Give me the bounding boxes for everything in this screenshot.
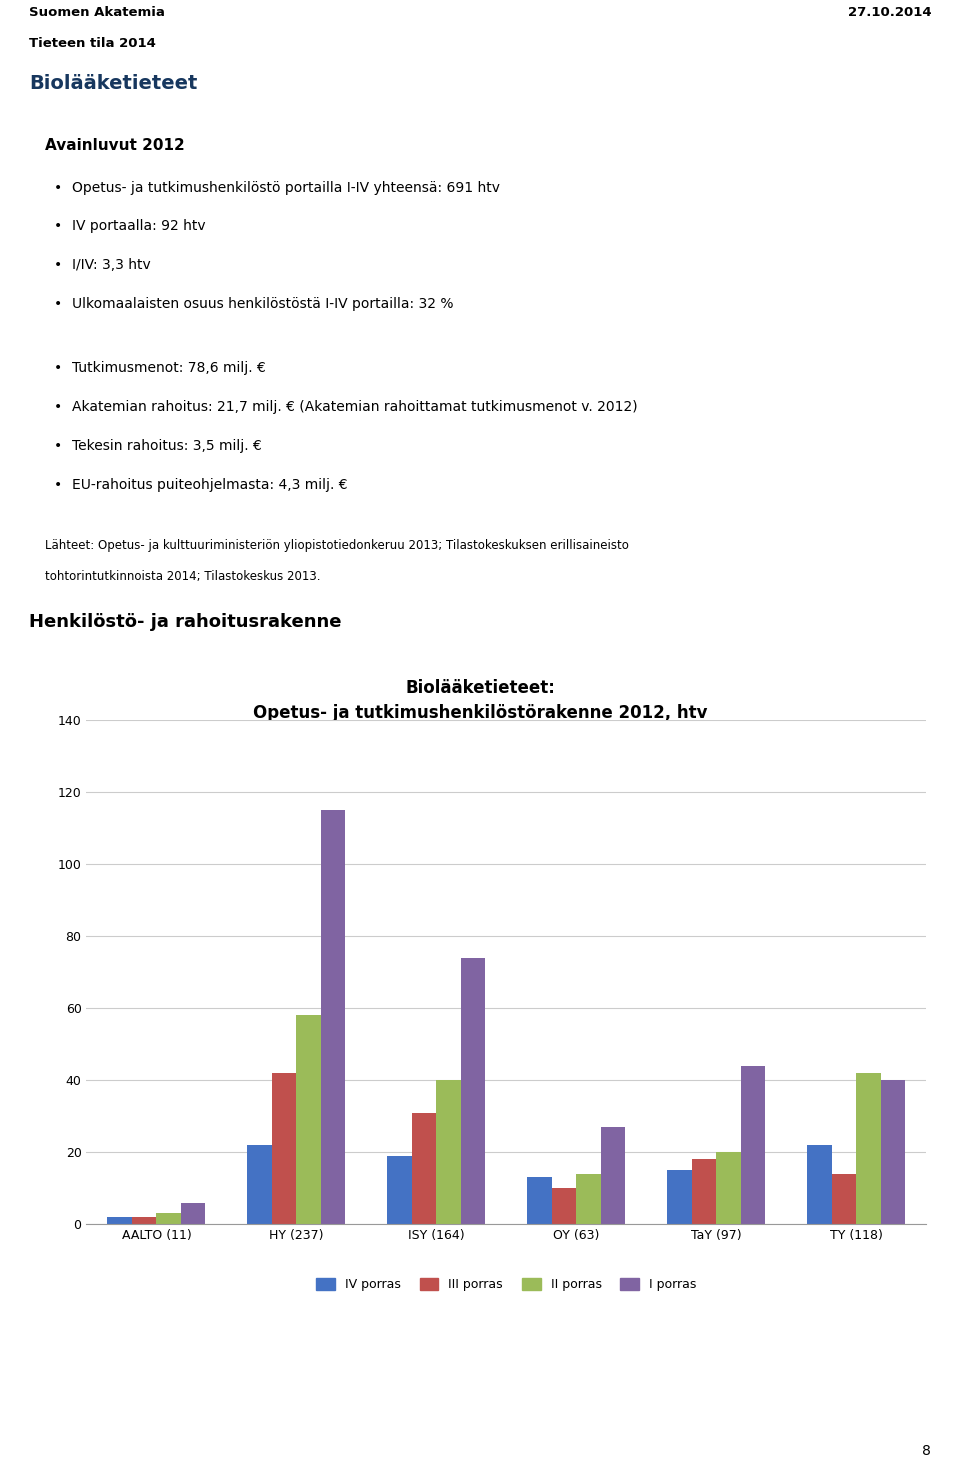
Text: EU-rahoitus puiteohjelmasta: 4,3 milj. €: EU-rahoitus puiteohjelmasta: 4,3 milj. €: [72, 478, 348, 491]
Legend: IV porras, III porras, II porras, I porras: IV porras, III porras, II porras, I porr…: [311, 1273, 702, 1296]
Text: •: •: [54, 439, 62, 453]
Bar: [667, 1171, 692, 1224]
Bar: [856, 1073, 881, 1224]
Bar: [156, 1214, 180, 1224]
Bar: [388, 1156, 412, 1224]
Bar: [832, 1174, 856, 1224]
Text: Opetus- ja tutkimushenkilöstörakenne 2012, htv: Opetus- ja tutkimushenkilöstörakenne 201…: [252, 703, 708, 723]
Text: 8: 8: [923, 1444, 931, 1459]
Text: Tekesin rahoitus: 3,5 milj. €: Tekesin rahoitus: 3,5 milj. €: [72, 439, 262, 453]
Bar: [741, 1066, 765, 1224]
Bar: [716, 1152, 741, 1224]
Text: tohtorintutkinnoista 2014; Tilastokeskus 2013.: tohtorintutkinnoista 2014; Tilastokeskus…: [45, 570, 321, 583]
Bar: [576, 1174, 601, 1224]
Text: Ulkomaalaisten osuus henkilöstöstä I-IV portailla: 32 %: Ulkomaalaisten osuus henkilöstöstä I-IV …: [72, 297, 454, 310]
Bar: [692, 1159, 716, 1224]
Text: Biolääketieteet: Biolääketieteet: [29, 74, 197, 92]
Bar: [180, 1202, 205, 1224]
Bar: [132, 1217, 156, 1224]
Text: Lähde: Opetus- ja kulttuuriministeriön yliopistotiedonkeruu 2013.: Lähde: Opetus- ja kulttuuriministeriön y…: [286, 730, 674, 742]
Bar: [807, 1146, 832, 1224]
Bar: [552, 1189, 576, 1224]
Bar: [321, 810, 346, 1224]
Text: Henkilöstö- ja rahoitusrakenne: Henkilöstö- ja rahoitusrakenne: [29, 613, 342, 631]
Text: IV portaalla: 92 htv: IV portaalla: 92 htv: [72, 220, 205, 233]
Bar: [248, 1146, 272, 1224]
Text: •: •: [54, 181, 62, 194]
Text: Avainluvut 2012: Avainluvut 2012: [45, 138, 184, 153]
Text: •: •: [54, 258, 62, 272]
Text: Akatemian rahoitus: 21,7 milj. € (Akatemian rahoittamat tutkimusmenot v. 2012): Akatemian rahoitus: 21,7 milj. € (Akatem…: [72, 401, 637, 414]
Text: •: •: [54, 297, 62, 310]
Bar: [108, 1217, 132, 1224]
Text: •: •: [54, 220, 62, 233]
Text: Opetus- ja tutkimushenkilöstö portailla I-IV yhteensä: 691 htv: Opetus- ja tutkimushenkilöstö portailla …: [72, 181, 500, 194]
Text: Lähteet: Opetus- ja kulttuuriministeriön yliopistotiedonkeruu 2013; Tilastokesku: Lähteet: Opetus- ja kulttuuriministeriön…: [45, 539, 629, 552]
Bar: [881, 1080, 905, 1224]
Bar: [601, 1126, 625, 1224]
Text: I/IV: 3,3 htv: I/IV: 3,3 htv: [72, 258, 151, 272]
Text: Tutkimusmenot: 78,6 milj. €: Tutkimusmenot: 78,6 milj. €: [72, 362, 266, 375]
Bar: [412, 1113, 437, 1224]
Bar: [461, 957, 486, 1224]
Text: •: •: [54, 362, 62, 375]
Bar: [272, 1073, 297, 1224]
Text: Suomen Akatemia: Suomen Akatemia: [29, 6, 165, 19]
Bar: [437, 1080, 461, 1224]
Text: •: •: [54, 401, 62, 414]
Text: 27.10.2014: 27.10.2014: [848, 6, 931, 19]
Text: •: •: [54, 478, 62, 491]
Bar: [527, 1177, 552, 1224]
Bar: [297, 1015, 321, 1224]
Text: Tieteen tila 2014: Tieteen tila 2014: [29, 37, 156, 50]
Text: Biolääketieteet:: Biolääketieteet:: [405, 678, 555, 696]
